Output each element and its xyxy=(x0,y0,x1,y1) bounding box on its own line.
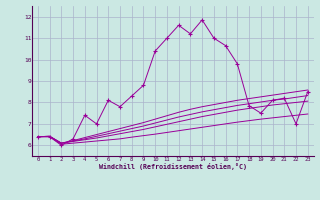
X-axis label: Windchill (Refroidissement éolien,°C): Windchill (Refroidissement éolien,°C) xyxy=(99,163,247,170)
